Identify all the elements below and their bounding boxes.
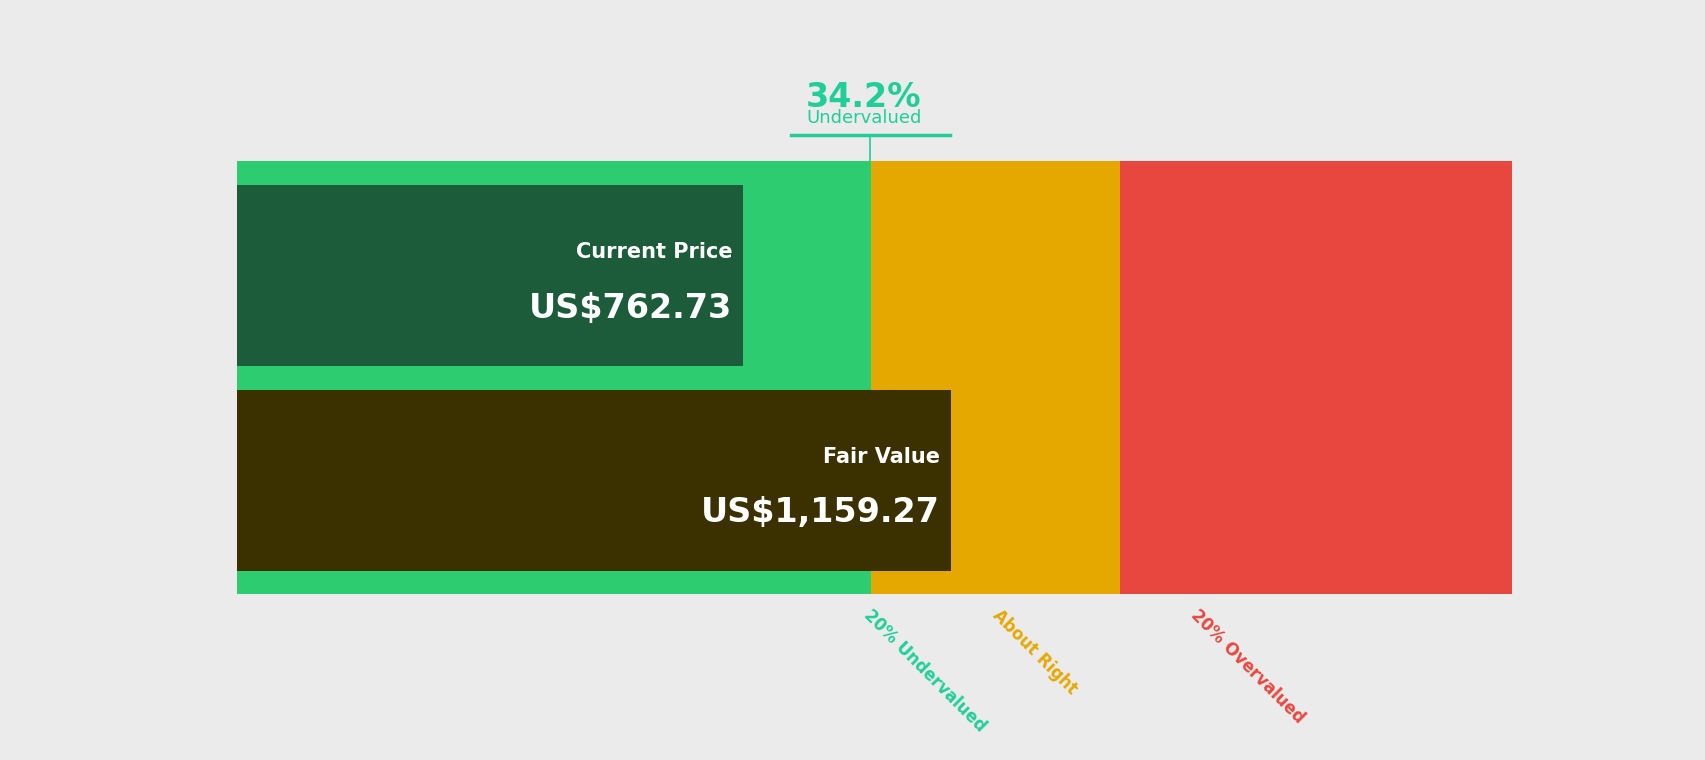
Bar bbox=[237, 185, 743, 366]
Bar bbox=[1120, 161, 1511, 594]
Text: 34.2%: 34.2% bbox=[805, 81, 921, 113]
Text: Undervalued: Undervalued bbox=[805, 109, 921, 126]
Bar bbox=[237, 161, 870, 594]
Text: 20% Undervalued: 20% Undervalued bbox=[859, 606, 989, 736]
Text: About Right: About Right bbox=[987, 606, 1079, 698]
Text: US$1,159.27: US$1,159.27 bbox=[701, 496, 939, 529]
Bar bbox=[237, 390, 950, 571]
Text: Fair Value: Fair Value bbox=[824, 447, 939, 467]
Text: US$762.73: US$762.73 bbox=[529, 292, 731, 325]
Text: Current Price: Current Price bbox=[576, 242, 731, 262]
Bar bbox=[870, 161, 1120, 594]
Text: 20% Overvalued: 20% Overvalued bbox=[1187, 606, 1308, 727]
